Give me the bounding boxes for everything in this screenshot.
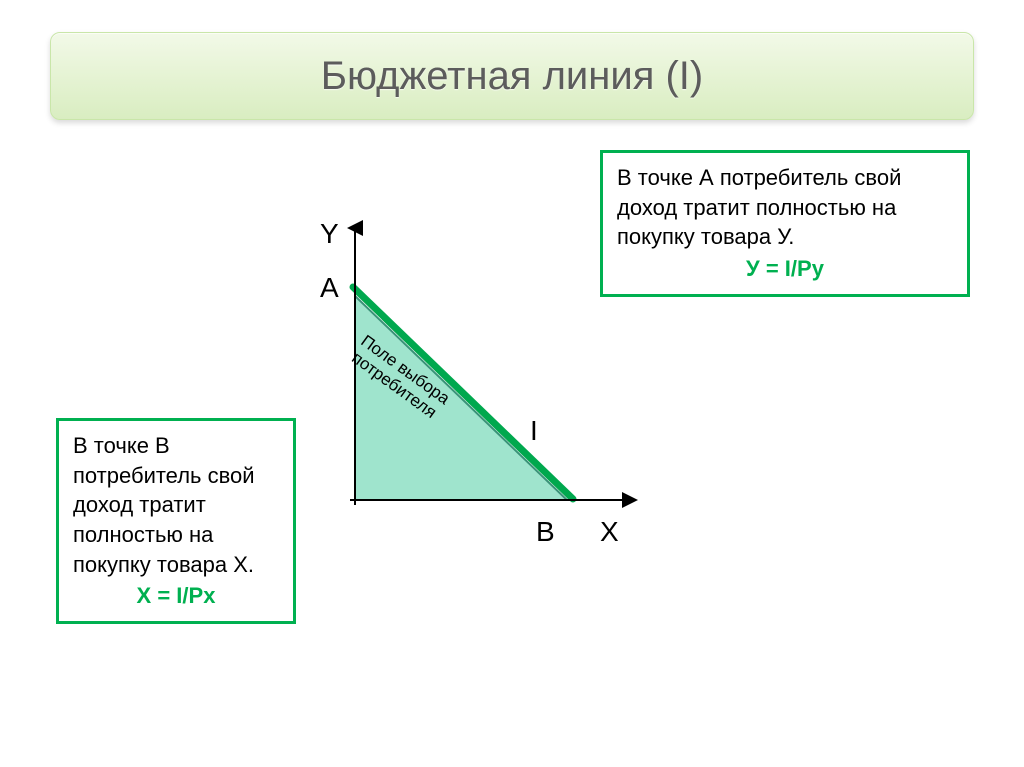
budget-line-label: I	[530, 415, 538, 447]
point-a-label: A	[320, 272, 339, 304]
point-b-label: B	[536, 516, 555, 548]
x-axis-label: X	[600, 516, 619, 548]
page-title: Бюджетная линия (I)	[321, 54, 703, 99]
callout-b-formula: Х = I/Рх	[73, 581, 279, 611]
choice-field-triangle	[355, 296, 567, 500]
callout-point-b: В точке В потребитель свой доход тратит …	[56, 418, 296, 624]
title-bar: Бюджетная линия (I)	[50, 32, 974, 120]
budget-line-chart: Y A I B X Поле выбора потребителя	[310, 220, 670, 580]
y-axis-label: Y	[320, 218, 339, 250]
callout-b-text: В точке В потребитель свой доход тратит …	[73, 433, 255, 577]
